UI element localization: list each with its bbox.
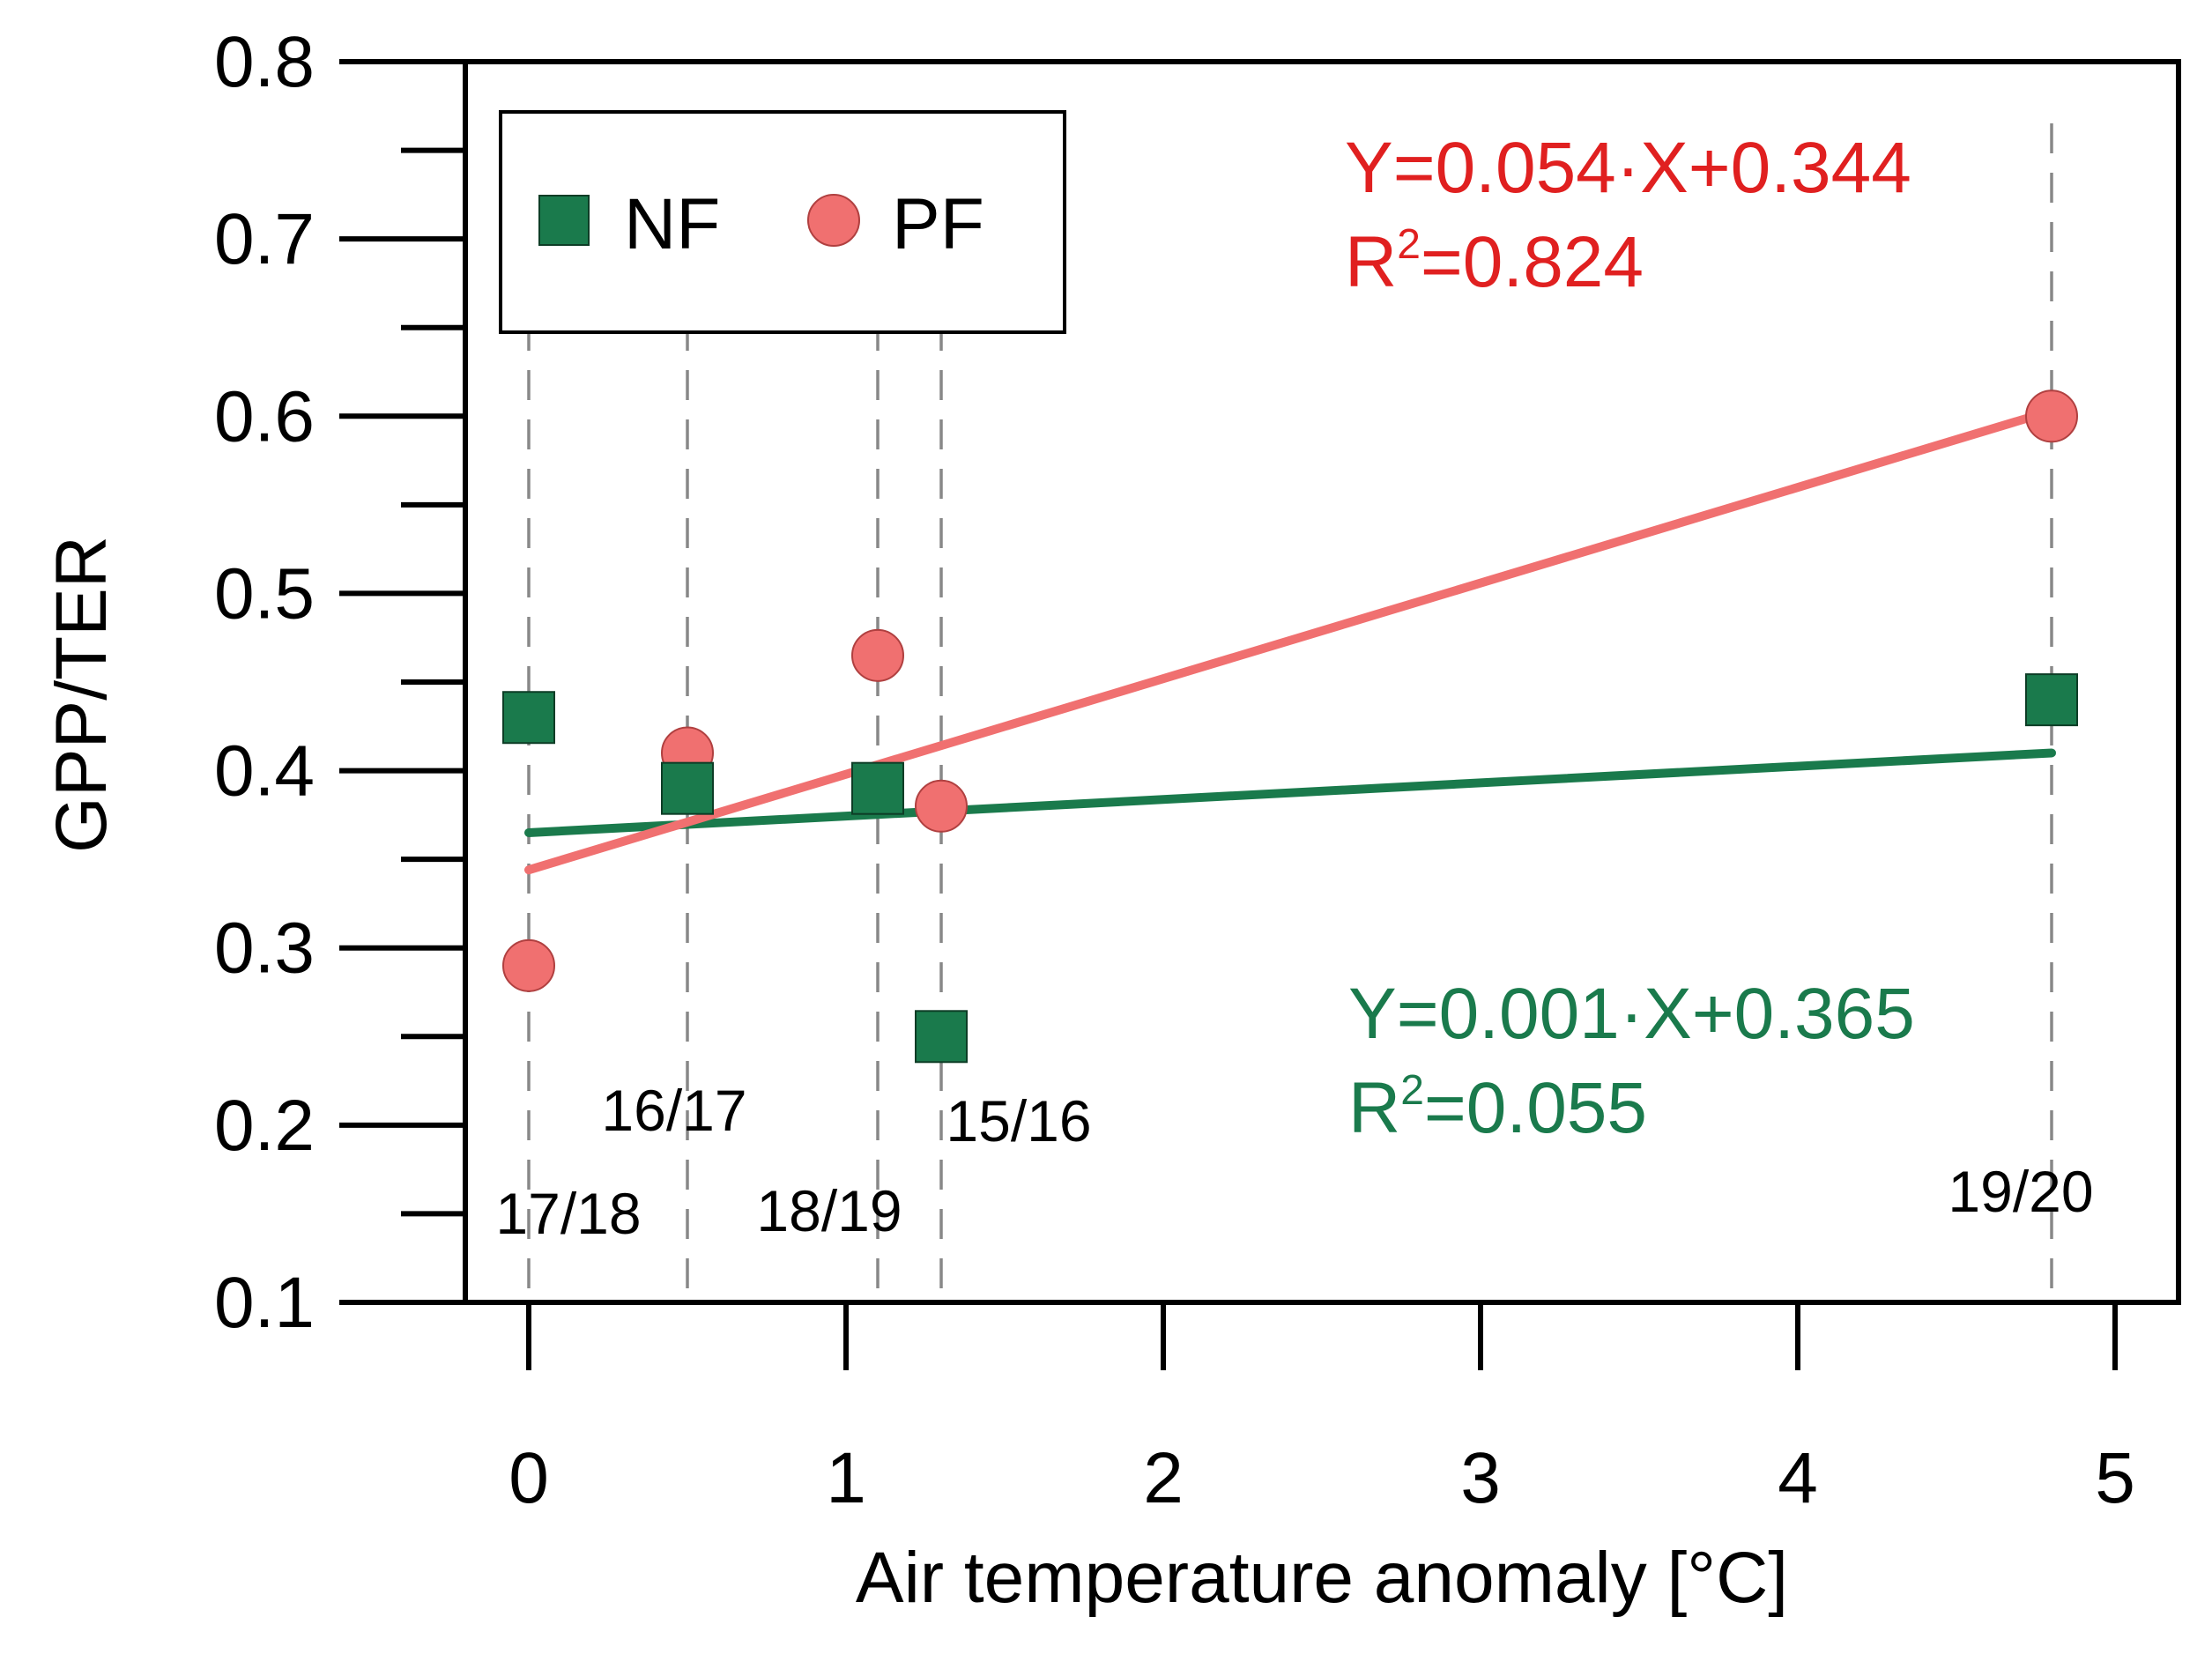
- season-label: 15/16: [946, 1088, 1091, 1153]
- nf-equation-text: Y=0.001·X+0.365: [1348, 974, 1915, 1054]
- y-tick-label: 0.4: [214, 731, 315, 812]
- pf-equation-text: Y=0.054·X+0.344: [1345, 128, 1911, 208]
- x-tick-label: 5: [2095, 1438, 2135, 1518]
- y-tick-label: 0.1: [214, 1263, 315, 1343]
- y-axis: 0.1 0.2 0.3 0.4 0.5 0.6 0.7 0.8: [214, 22, 465, 1343]
- pf-data-point: [915, 779, 968, 833]
- nf-data-point: [502, 691, 555, 745]
- y-tick-label: 0.3: [214, 909, 315, 989]
- nf-r2-superscript: 2: [1400, 1067, 1424, 1114]
- season-label: 18/19: [756, 1178, 902, 1243]
- pf-r2-prefix: R: [1345, 222, 1397, 302]
- y-tick-label: 0.2: [214, 1086, 315, 1166]
- pf-equation: Y=0.054·X+0.344 R2=0.824: [1345, 128, 1911, 302]
- nf-r2-text: R2=0.055: [1348, 1067, 1647, 1148]
- pf-fit-line: [524, 406, 2056, 875]
- legend: NF PF: [499, 110, 1066, 334]
- nf-r2-value: =0.055: [1424, 1068, 1647, 1148]
- x-tick-label: 3: [1460, 1438, 1501, 1518]
- data-points: [502, 389, 2078, 1064]
- x-tick-label: 0: [508, 1438, 549, 1518]
- season-label: 19/20: [1948, 1159, 2093, 1224]
- x-axis: 0 1 2 3 4 5: [508, 1302, 2135, 1518]
- nf-data-point: [851, 761, 904, 815]
- nf-fit-line: [524, 748, 2056, 837]
- legend-box: [499, 110, 1066, 334]
- fit-lines: [524, 406, 2056, 875]
- season-label: 16/17: [601, 1078, 746, 1143]
- y-tick-label: 0.8: [214, 22, 315, 102]
- x-axis-title: Air temperature anomaly [°C]: [856, 1538, 1788, 1618]
- y-tick-label: 0.6: [214, 376, 315, 456]
- y-tick-label: 0.7: [214, 199, 315, 279]
- pf-data-point: [502, 938, 555, 992]
- pf-r2-text: R2=0.824: [1345, 221, 1644, 302]
- pf-data-point: [851, 628, 904, 682]
- nf-data-point: [915, 1010, 968, 1064]
- x-tick-label: 2: [1143, 1438, 1184, 1518]
- season-label: 17/18: [495, 1181, 641, 1246]
- y-axis-title: GPP/TER: [41, 536, 122, 853]
- legend-nf-marker: [538, 195, 590, 246]
- nf-r2-prefix: R: [1348, 1068, 1400, 1148]
- y-tick-label: 0.5: [214, 553, 315, 634]
- legend-pf-label: PF: [892, 184, 984, 264]
- nf-data-point: [2025, 673, 2078, 727]
- pf-data-point: [2025, 389, 2078, 443]
- legend-pf-marker: [807, 194, 860, 247]
- legend-nf-label: NF: [624, 184, 720, 264]
- pf-r2-superscript: 2: [1397, 221, 1421, 268]
- nf-data-point: [661, 761, 714, 815]
- nf-equation: Y=0.001·X+0.365 R2=0.055: [1348, 974, 1915, 1148]
- x-tick-label: 1: [826, 1438, 866, 1518]
- x-tick-label: 4: [1778, 1438, 1818, 1518]
- pf-r2-value: =0.824: [1421, 222, 1644, 302]
